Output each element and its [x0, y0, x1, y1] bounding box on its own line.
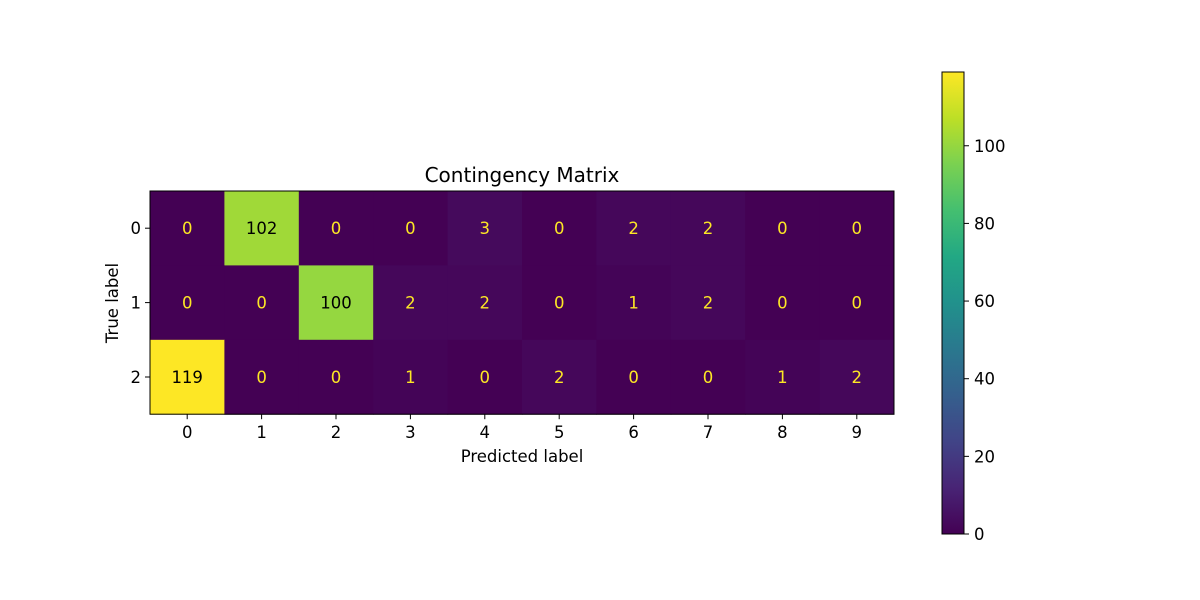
- cell-value-1-3: 2: [405, 294, 416, 313]
- heatmap-cell-1-4: [447, 265, 523, 341]
- x-tick-label-7: 7: [703, 423, 714, 442]
- y-axis-ticks: 0 1 2: [131, 219, 150, 387]
- heatmap-cell-2-0: [150, 339, 225, 415]
- heatmap-cell-0-9: [819, 191, 895, 266]
- heatmap-cell-2-2: [298, 339, 374, 415]
- x-tick-label-4: 4: [480, 423, 491, 442]
- heatmap-cell-0-2: [298, 191, 374, 266]
- heatmap-cell-1-9: [819, 265, 895, 341]
- cell-value-1-0: 0: [182, 294, 193, 313]
- heatmap-cell-0-3: [373, 191, 449, 266]
- colorbar-tick-label-4: 80: [974, 214, 995, 233]
- heatmap-cell-1-8: [745, 265, 821, 341]
- y-axis-label: True label: [103, 263, 122, 344]
- x-tick-label-3: 3: [405, 423, 416, 442]
- cell-value-0-0: 0: [182, 219, 193, 238]
- heatmap-cell-2-1: [224, 339, 300, 415]
- y-tick-label-2: 2: [131, 368, 142, 387]
- heatmap-cell-0-5: [522, 191, 597, 266]
- x-tick-label-6: 6: [628, 423, 639, 442]
- x-tick-label-2: 2: [331, 423, 342, 442]
- colorbar-tick-label-3: 60: [974, 292, 995, 311]
- heatmap-cell-1-6: [596, 265, 672, 341]
- heatmap-cell-1-0: [150, 265, 225, 341]
- x-tick-label-9: 9: [852, 423, 863, 442]
- cell-value-2-5: 2: [554, 368, 565, 387]
- cell-value-0-4: 3: [480, 219, 491, 238]
- heatmap-cell-1-7: [670, 265, 746, 341]
- heatmap-cell-1-2: [298, 265, 374, 341]
- cell-value-0-6: 2: [628, 219, 639, 238]
- cell-value-1-9: 0: [852, 294, 863, 313]
- heatmap-cell-0-6: [596, 191, 672, 266]
- cell-value-0-2: 0: [331, 219, 342, 238]
- heatmap-cell-1-1: [224, 265, 300, 341]
- heatmap-cell-1-5: [522, 265, 597, 341]
- colorbar-ticks: 0 20 40 60 80 100: [964, 137, 1006, 544]
- cell-value-2-2: 0: [331, 368, 342, 387]
- heatmap-cell-2-3: [373, 339, 449, 415]
- heatmap-cell-2-6: [596, 339, 672, 415]
- heatmap-cell-0-0: [150, 191, 225, 266]
- cell-value-2-8: 1: [777, 368, 788, 387]
- heatmap-cell-2-7: [670, 339, 746, 415]
- x-axis-label: Predicted label: [461, 447, 584, 466]
- heatmap-cell-0-8: [745, 191, 821, 266]
- cell-value-0-7: 2: [703, 219, 714, 238]
- chart-title: Contingency Matrix: [425, 163, 620, 187]
- colorbar-tick-label-0: 0: [974, 525, 985, 544]
- cell-value-1-6: 1: [628, 294, 639, 313]
- heatmap-cells: [149, 190, 895, 415]
- heatmap-cell-2-5: [522, 339, 597, 415]
- cell-value-2-7: 0: [703, 368, 714, 387]
- heatmap-cell-0-7: [670, 191, 746, 266]
- heatmap-cell-1-3: [373, 265, 449, 341]
- cell-value-1-2: 100: [320, 294, 352, 313]
- x-axis-ticks: 0 1 2 3 4 5 6 7 8 9: [182, 414, 862, 442]
- x-tick-label-5: 5: [554, 423, 565, 442]
- cell-value-2-1: 0: [256, 368, 267, 387]
- heatmap-cell-0-4: [447, 191, 523, 266]
- x-tick-label-8: 8: [777, 423, 788, 442]
- y-tick-label-1: 1: [131, 294, 142, 313]
- cell-value-1-7: 2: [703, 294, 714, 313]
- colorbar-tick-label-5: 100: [974, 137, 1006, 156]
- cell-value-0-5: 0: [554, 219, 565, 238]
- heatmap-cell-2-9: [819, 339, 895, 415]
- cell-value-0-9: 0: [852, 219, 863, 238]
- cell-value-1-8: 0: [777, 294, 788, 313]
- cell-value-0-1: 102: [246, 219, 278, 238]
- cell-value-2-6: 0: [628, 368, 639, 387]
- cell-value-0-8: 0: [777, 219, 788, 238]
- heatmap-cell-2-8: [745, 339, 821, 415]
- y-tick-label-0: 0: [131, 219, 142, 238]
- cell-value-2-9: 2: [852, 368, 863, 387]
- colorbar-tick-label-1: 20: [974, 447, 995, 466]
- heatmap-cell-0-1: [224, 191, 300, 266]
- colorbar-gradient: [941, 71, 965, 535]
- heatmap-cell-2-4: [447, 339, 523, 415]
- x-tick-label-0: 0: [182, 423, 193, 442]
- colorbar-tick-label-2: 40: [974, 370, 995, 389]
- cell-value-0-3: 0: [405, 219, 416, 238]
- cell-value-2-3: 1: [405, 368, 416, 387]
- cell-value-1-4: 2: [480, 294, 491, 313]
- cell-value-2-4: 0: [480, 368, 491, 387]
- cell-value-1-1: 0: [256, 294, 267, 313]
- colorbar: 0 20 40 60 80 100: [941, 71, 1006, 544]
- cell-value-2-0: 119: [171, 368, 203, 387]
- x-tick-label-1: 1: [256, 423, 267, 442]
- cell-value-1-5: 0: [554, 294, 565, 313]
